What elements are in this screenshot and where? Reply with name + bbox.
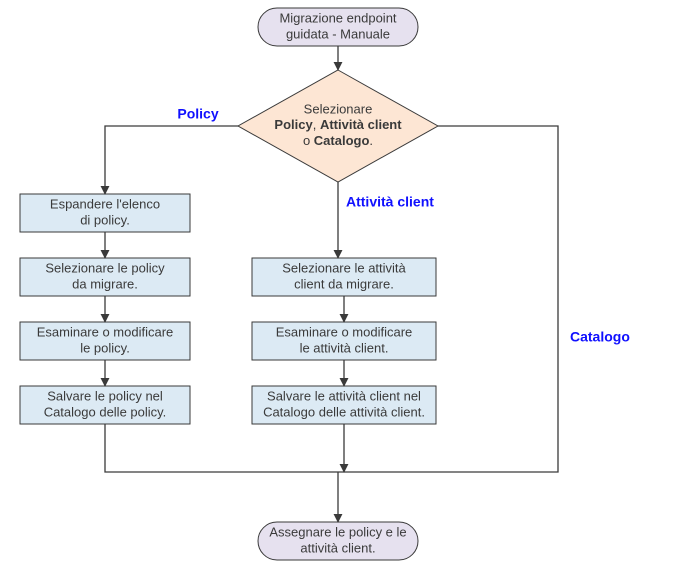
- label-text: guidata - Manuale: [286, 26, 390, 41]
- label-text: Salvare le policy nel: [47, 388, 163, 403]
- decision-text: Policy, Attività client: [274, 117, 402, 132]
- branch-label-client: Attività client: [346, 194, 434, 210]
- label-text: di policy.: [80, 212, 130, 227]
- label-text: le policy.: [80, 340, 130, 355]
- label-text: Assegnare le policy e le: [269, 524, 406, 539]
- flowchart: Migrazione endpointguidata - Manuale Sele…: [0, 0, 675, 578]
- label-text: client da migrare.: [294, 276, 394, 291]
- label-text: Selezionare le attività: [282, 260, 406, 275]
- label-text: Catalogo delle policy.: [44, 404, 167, 419]
- label-text: Migrazione endpoint: [279, 10, 396, 25]
- label-text: Espandere l'elenco: [50, 196, 160, 211]
- decision-text: o Catalogo.: [303, 133, 373, 148]
- label-text: Salvare le attività client nel: [267, 388, 421, 403]
- label-text: Esaminare o modificare: [276, 324, 413, 339]
- label-text: Catalogo delle attività client.: [263, 404, 425, 419]
- flow-arrow: [105, 126, 238, 194]
- branch-label-catalogo: Catalogo: [570, 329, 630, 345]
- label-text: attività client.: [300, 540, 375, 555]
- branch-label-policy: Policy: [177, 106, 218, 122]
- label-text: da migrare.: [72, 276, 138, 291]
- decision-text: Selezionare: [304, 101, 373, 116]
- label-text: Esaminare o modificare: [37, 324, 174, 339]
- label-text: le attività client.: [300, 340, 389, 355]
- flow-line: [105, 424, 338, 472]
- label-text: Selezionare le policy: [45, 260, 165, 275]
